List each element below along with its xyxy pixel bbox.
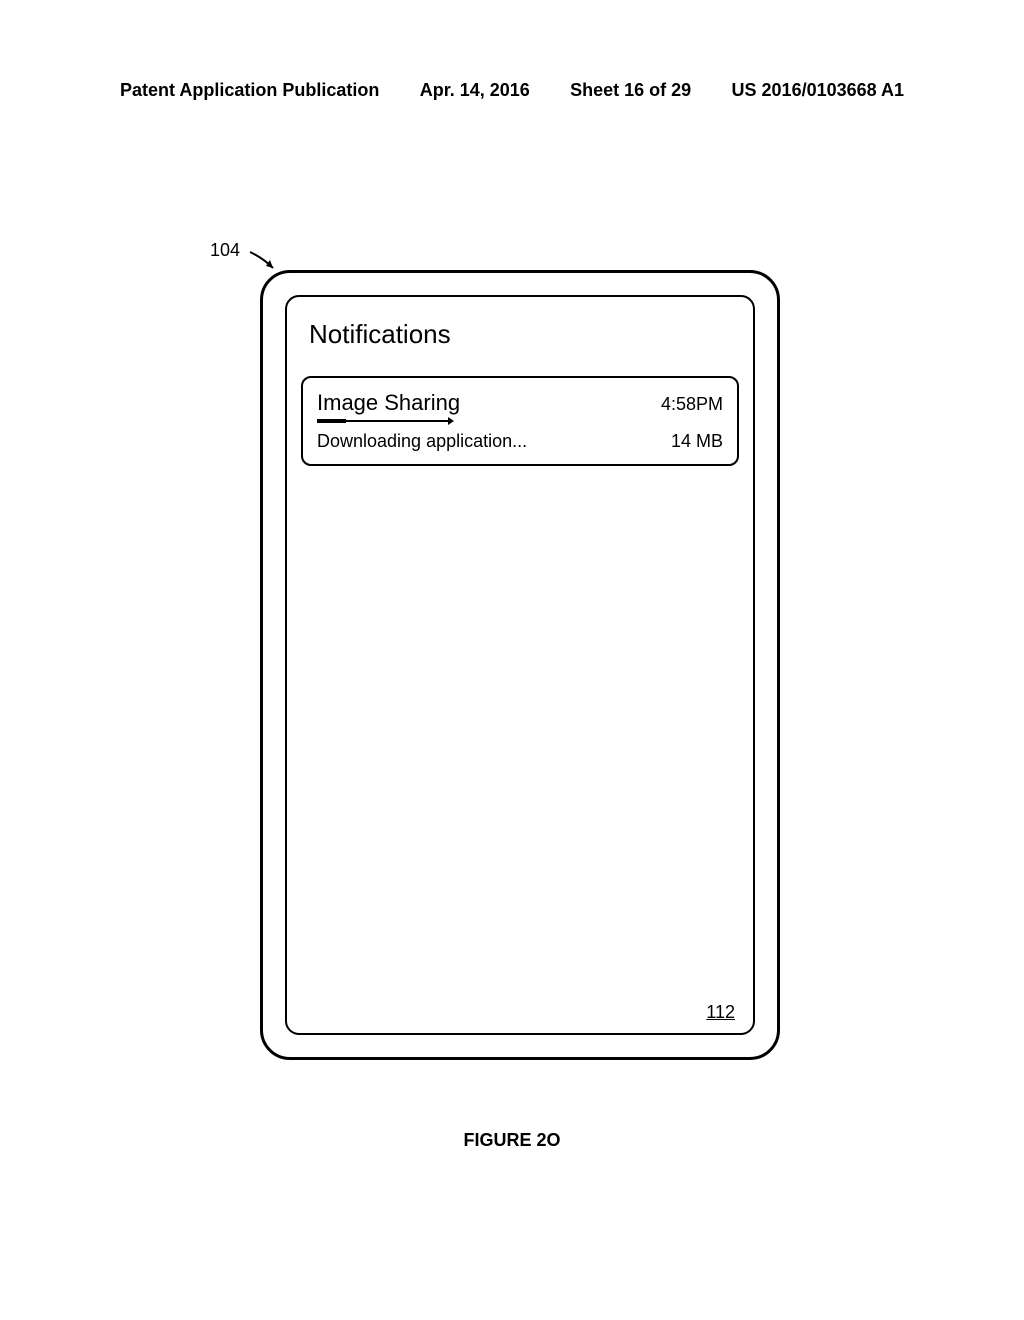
page-header: Patent Application Publication Apr. 14, …	[0, 80, 1024, 101]
notifications-heading: Notifications	[301, 315, 739, 368]
notification-title: Image Sharing	[317, 390, 460, 416]
notification-header-row: Image Sharing 4:58PM	[317, 390, 723, 416]
progress-arrow-icon	[448, 417, 454, 425]
reference-numeral-112: 112	[706, 1002, 735, 1023]
notification-size: 14 MB	[671, 431, 723, 452]
progress-remaining	[346, 420, 449, 422]
download-progress-bar	[317, 419, 449, 425]
publication-date: Apr. 14, 2016	[420, 80, 530, 101]
publication-number: US 2016/0103668 A1	[732, 80, 904, 101]
device-frame: Notifications Image Sharing 4:58PM Downl…	[260, 270, 780, 1060]
reference-numeral-104: 104	[210, 240, 240, 261]
publication-label: Patent Application Publication	[120, 80, 379, 101]
figure-caption: FIGURE 2O	[0, 1130, 1024, 1151]
notification-status: Downloading application...	[317, 431, 527, 452]
progress-fill	[317, 419, 346, 423]
notification-status-row: Downloading application... 14 MB	[317, 431, 723, 452]
notification-card[interactable]: Image Sharing 4:58PM Downloading applica…	[301, 376, 739, 466]
device-screen: Notifications Image Sharing 4:58PM Downl…	[285, 295, 755, 1035]
header-left-group: Patent Application Publication	[120, 80, 379, 101]
sheet-number: Sheet 16 of 29	[570, 80, 691, 101]
notification-time: 4:58PM	[661, 394, 723, 415]
